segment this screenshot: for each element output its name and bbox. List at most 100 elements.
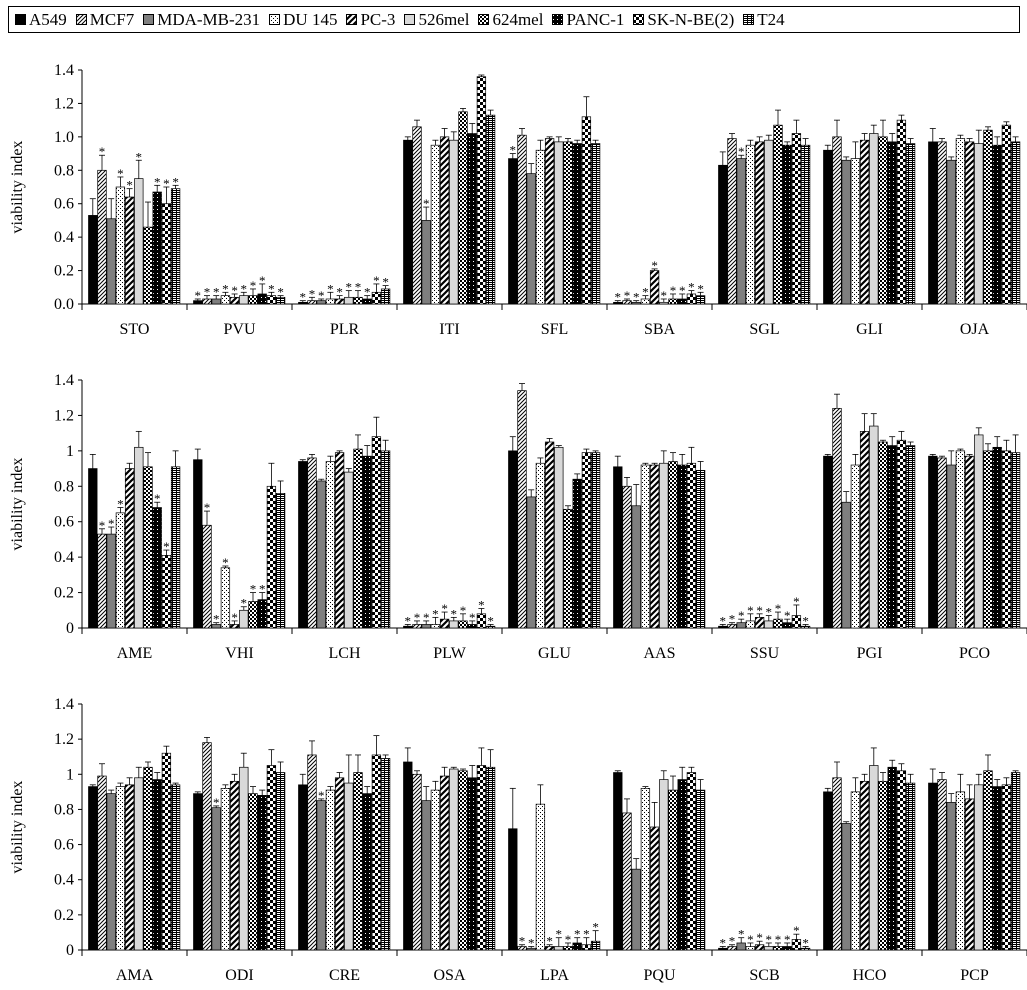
significance-marker: * — [756, 930, 763, 945]
significance-marker: * — [163, 539, 170, 554]
x-tick-label: AAS — [643, 645, 675, 662]
significance-marker: * — [231, 283, 238, 298]
legend-swatch-du-145 — [269, 14, 281, 25]
x-tick-label: SSU — [750, 645, 780, 662]
bar-sba-624mel — [668, 298, 678, 305]
y-tick-label: 1 — [66, 443, 74, 460]
x-tick-label: AME — [117, 645, 153, 662]
bar-ame-526mel — [134, 446, 144, 629]
bar-plr-panc-1 — [362, 298, 372, 305]
significance-marker: * — [222, 555, 229, 570]
bar-lch-526mel — [344, 471, 354, 629]
bar-sfl-526mel — [554, 141, 564, 305]
significance-marker: * — [469, 610, 476, 625]
bar-iti-t24 — [485, 114, 496, 305]
bar-glu-t24 — [590, 452, 601, 629]
y-tick-label: 0 — [66, 620, 74, 637]
bar-pqu-mda-mb-231 — [631, 868, 641, 951]
significance-marker: * — [423, 610, 430, 625]
significance-marker: * — [373, 273, 380, 288]
bar-pgi-pc-3 — [859, 431, 870, 629]
bar-gli-du-145 — [850, 158, 861, 305]
bar-sfl-sk-n-be-2 — [581, 116, 592, 305]
bar-ssu-pc-3 — [754, 617, 765, 629]
bar-pgi-a549 — [823, 455, 833, 629]
bar-glu-sk-n-be-2 — [581, 452, 592, 629]
significance-marker: * — [126, 178, 133, 193]
legend-label: SK-N-BE(2) — [647, 9, 735, 29]
significance-marker: * — [661, 288, 668, 303]
bar-lpa-a549 — [508, 828, 518, 951]
bar-sba-t24 — [695, 295, 706, 305]
x-tick-label: SFL — [541, 321, 569, 338]
bar-aas-panc-1 — [677, 464, 687, 629]
significance-marker: * — [309, 286, 316, 301]
y-tick-label: 0.8 — [54, 162, 74, 179]
legend-swatch-526mel — [404, 14, 416, 25]
bar-glu-mda-mb-231 — [526, 496, 536, 629]
significance-marker: * — [327, 281, 334, 296]
significance-marker: * — [565, 932, 572, 947]
legend-item-sk-n-be-2: SK-N-BE(2) — [633, 10, 734, 30]
significance-marker: * — [729, 612, 736, 627]
legend-swatch-t24 — [743, 14, 755, 25]
bar-glu-a549 — [508, 450, 518, 629]
significance-marker: * — [528, 935, 535, 950]
bar-sfl-mcf7 — [517, 134, 527, 305]
x-tick-label: OSA — [433, 967, 465, 984]
bar-gli-624mel — [878, 136, 888, 305]
bar-pvu-panc-1 — [257, 293, 267, 305]
bar-pvu-du-145 — [220, 295, 231, 305]
bar-hco-a549 — [823, 791, 833, 951]
significance-marker: * — [615, 290, 622, 305]
bar-odi-panc-1 — [257, 795, 267, 951]
y-tick-label: 0.2 — [54, 907, 74, 924]
bar-pgi-624mel — [878, 441, 888, 629]
bar-cre-sk-n-be-2 — [371, 754, 382, 951]
bar-plw-du-145 — [430, 624, 441, 629]
bar-pcp-a549 — [928, 782, 938, 951]
bar-aas-624mel — [668, 461, 678, 629]
bar-sto-du-145 — [115, 186, 126, 305]
bar-pco-sk-n-be-2 — [1001, 450, 1012, 629]
bar-vhi-a549 — [193, 459, 203, 629]
bar-ama-t24 — [170, 784, 181, 951]
bar-lch-pc-3 — [334, 452, 345, 629]
significance-marker: * — [519, 934, 526, 949]
significance-marker: * — [204, 285, 211, 300]
significance-marker: * — [670, 283, 677, 298]
significance-marker: * — [738, 927, 745, 942]
legend-item-panc-1: PANC-1 — [552, 10, 624, 30]
y-tick-label: 0.6 — [54, 837, 74, 854]
significance-marker: * — [679, 283, 686, 298]
bar-oja-panc-1 — [992, 144, 1002, 305]
significance-marker: * — [259, 273, 266, 288]
bar-scb-624mel — [773, 946, 783, 951]
significance-marker: * — [423, 196, 430, 211]
bar-cre-mda-mb-231 — [316, 800, 326, 951]
bar-pcp-mda-mb-231 — [946, 802, 956, 951]
bar-hco-mda-mb-231 — [841, 823, 851, 951]
bar-hco-526mel — [869, 765, 879, 951]
bar-sgl-mda-mb-231 — [736, 158, 746, 305]
significance-marker: * — [99, 518, 106, 533]
y-tick-label: 0.8 — [54, 478, 74, 495]
bar-scb-mda-mb-231 — [736, 942, 746, 951]
significance-marker: * — [487, 613, 494, 628]
significance-marker: * — [117, 497, 124, 512]
significance-marker: * — [793, 923, 800, 938]
bar-vhi-526mel — [239, 609, 249, 629]
bar-osa-sk-n-be-2 — [476, 765, 487, 951]
significance-marker: * — [231, 610, 238, 625]
bar-pco-t24 — [1010, 452, 1021, 629]
x-tick-label: PCP — [960, 967, 989, 984]
bar-sto-mda-mb-231 — [106, 218, 116, 305]
legend-swatch-a549 — [15, 14, 26, 25]
x-tick-label: PGI — [857, 645, 883, 662]
bar-glu-pc-3 — [544, 441, 555, 629]
significance-marker: * — [355, 280, 362, 295]
bar-pqu-sk-n-be-2 — [686, 772, 697, 951]
legend-swatch-624mel — [478, 14, 490, 25]
bar-ama-526mel — [134, 777, 144, 951]
bar-ama-624mel — [143, 766, 153, 951]
